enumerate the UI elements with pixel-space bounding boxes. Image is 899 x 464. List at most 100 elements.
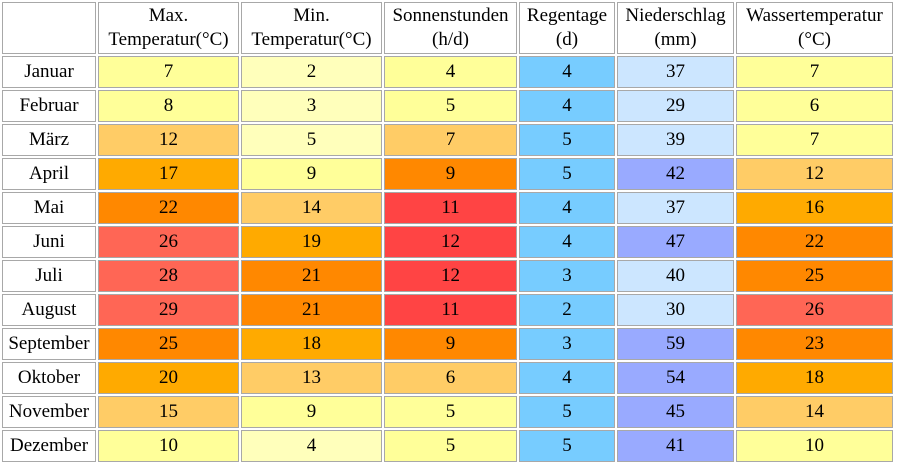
sunshine-cell: 4 <box>384 56 517 88</box>
table-row: April 17 9 9 5 42 12 <box>2 158 893 190</box>
water-temp-cell: 7 <box>736 124 893 156</box>
water-temp-cell: 22 <box>736 226 893 258</box>
table-row: Dezember 10 4 5 5 41 10 <box>2 430 893 462</box>
max-temp-cell: 22 <box>98 192 239 224</box>
precipitation-cell: 59 <box>617 328 734 360</box>
rain-days-cell: 5 <box>519 158 615 190</box>
water-temp-cell: 16 <box>736 192 893 224</box>
rain-days-cell: 5 <box>519 396 615 428</box>
water-temp-cell: 23 <box>736 328 893 360</box>
max-temp-cell: 7 <box>98 56 239 88</box>
precipitation-cell: 40 <box>617 260 734 292</box>
max-temp-cell: 15 <box>98 396 239 428</box>
rain-days-cell: 4 <box>519 192 615 224</box>
header-max-temperature: Max. Temperatur(°C) <box>98 2 239 54</box>
table-row: November 15 9 5 5 45 14 <box>2 396 893 428</box>
max-temp-cell: 25 <box>98 328 239 360</box>
header-line: (d) <box>555 29 579 50</box>
header-row: Max. Temperatur(°C) Min. Temperatur(°C) So… <box>2 2 893 54</box>
min-temp-cell: 13 <box>241 362 382 394</box>
table-row: Juli 28 21 12 3 40 25 <box>2 260 893 292</box>
sunshine-cell: 9 <box>384 158 517 190</box>
max-temp-cell: 20 <box>98 362 239 394</box>
header-rain-days: Regentage (d) <box>519 2 615 54</box>
header-line: (h/d) <box>432 29 469 50</box>
table-row: Januar 7 2 4 4 37 7 <box>2 56 893 88</box>
sunshine-cell: 11 <box>384 294 517 326</box>
month-label: November <box>2 396 96 428</box>
max-temp-cell: 26 <box>98 226 239 258</box>
min-temp-cell: 2 <box>241 56 382 88</box>
month-label: September <box>2 328 96 360</box>
rain-days-cell: 4 <box>519 362 615 394</box>
water-temp-cell: 6 <box>736 90 893 122</box>
precipitation-cell: 41 <box>617 430 734 462</box>
sunshine-cell: 12 <box>384 226 517 258</box>
rain-days-cell: 2 <box>519 294 615 326</box>
precipitation-cell: 30 <box>617 294 734 326</box>
month-label: August <box>2 294 96 326</box>
precipitation-cell: 29 <box>617 90 734 122</box>
max-temp-cell: 29 <box>98 294 239 326</box>
sunshine-cell: 5 <box>384 90 517 122</box>
max-temp-cell: 10 <box>98 430 239 462</box>
water-temp-cell: 7 <box>736 56 893 88</box>
min-temp-cell: 9 <box>241 396 382 428</box>
sunshine-cell: 6 <box>384 362 517 394</box>
min-temp-cell: 21 <box>241 294 382 326</box>
header-line: (°C) <box>798 29 831 50</box>
max-temp-cell: 8 <box>98 90 239 122</box>
header-line: Sonnenstunden <box>392 5 509 26</box>
table-body: Januar 7 2 4 4 37 7 Februar 8 3 5 4 29 6 März 12 5 7 5 39 7 A… <box>2 56 893 462</box>
header-line: Niederschlag <box>625 5 726 26</box>
water-temp-cell: 14 <box>736 396 893 428</box>
water-temp-cell: 25 <box>736 260 893 292</box>
month-label: Juni <box>2 226 96 258</box>
precipitation-cell: 37 <box>617 56 734 88</box>
water-temp-cell: 10 <box>736 430 893 462</box>
max-temp-cell: 28 <box>98 260 239 292</box>
rain-days-cell: 4 <box>519 90 615 122</box>
water-temp-cell: 26 <box>736 294 893 326</box>
month-label: Oktober <box>2 362 96 394</box>
precipitation-cell: 37 <box>617 192 734 224</box>
min-temp-cell: 9 <box>241 158 382 190</box>
month-label: Mai <box>2 192 96 224</box>
max-temp-cell: 17 <box>98 158 239 190</box>
min-temp-cell: 21 <box>241 260 382 292</box>
min-temp-cell: 3 <box>241 90 382 122</box>
header-min-temperature: Min. Temperatur(°C) <box>241 2 382 54</box>
header-sunshine-hours: Sonnenstunden (h/d) <box>384 2 517 54</box>
max-temp-cell: 12 <box>98 124 239 156</box>
min-temp-cell: 18 <box>241 328 382 360</box>
min-temp-cell: 14 <box>241 192 382 224</box>
header-line: Temperatur(°C) <box>108 29 229 50</box>
header-line: (mm) <box>654 29 697 50</box>
precipitation-cell: 42 <box>617 158 734 190</box>
sunshine-cell: 7 <box>384 124 517 156</box>
sunshine-cell: 9 <box>384 328 517 360</box>
sunshine-cell: 11 <box>384 192 517 224</box>
sunshine-cell: 5 <box>384 396 517 428</box>
table-row: August 29 21 11 2 30 26 <box>2 294 893 326</box>
rain-days-cell: 4 <box>519 226 615 258</box>
month-label: Januar <box>2 56 96 88</box>
header-line: Temperatur(°C) <box>251 29 372 50</box>
min-temp-cell: 4 <box>241 430 382 462</box>
rain-days-cell: 5 <box>519 124 615 156</box>
month-label: Dezember <box>2 430 96 462</box>
rain-days-cell: 3 <box>519 260 615 292</box>
table-row: März 12 5 7 5 39 7 <box>2 124 893 156</box>
table-row: September 25 18 9 3 59 23 <box>2 328 893 360</box>
precipitation-cell: 54 <box>617 362 734 394</box>
month-label: Juli <box>2 260 96 292</box>
header-water-temperature: Wassertemperatur (°C) <box>736 2 893 54</box>
rain-days-cell: 4 <box>519 56 615 88</box>
header-corner <box>2 2 96 54</box>
header-line: Max. <box>148 5 189 26</box>
water-temp-cell: 12 <box>736 158 893 190</box>
precipitation-cell: 45 <box>617 396 734 428</box>
table-row: Februar 8 3 5 4 29 6 <box>2 90 893 122</box>
month-label: Februar <box>2 90 96 122</box>
